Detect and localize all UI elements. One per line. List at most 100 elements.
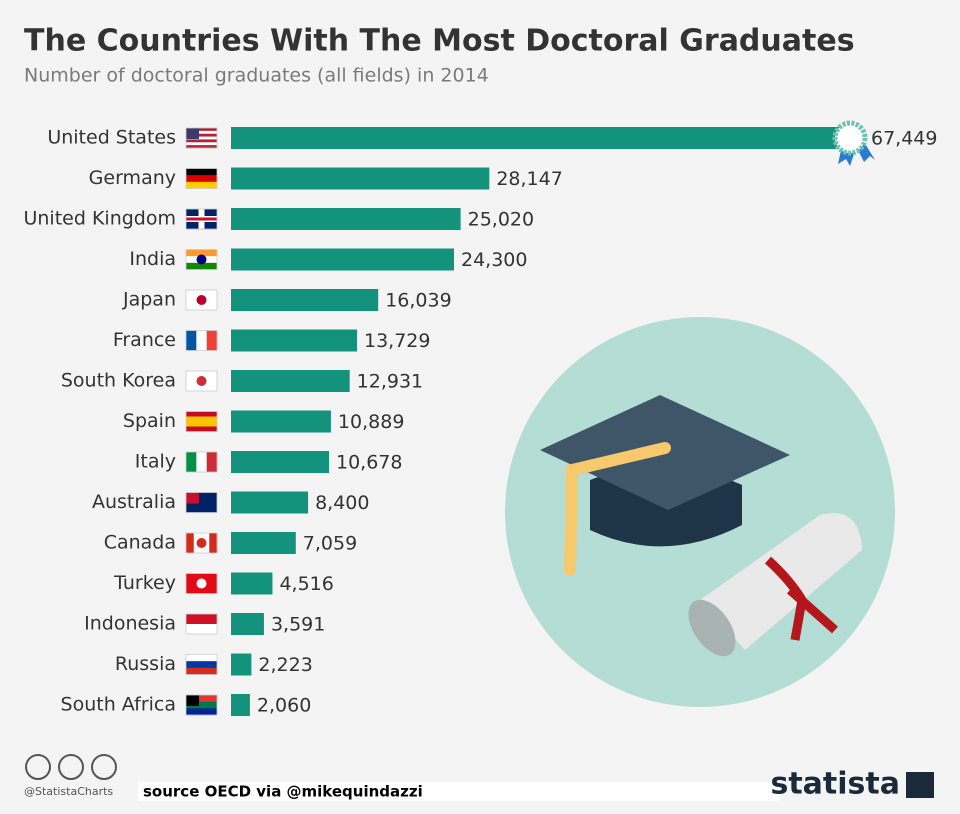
footer-handle: @StatistaCharts: [24, 785, 113, 798]
flag-border: [185, 127, 218, 149]
flag: [185, 573, 218, 594]
bar: [231, 127, 850, 149]
flag-stripe: [186, 416, 217, 422]
value-label: 8,400: [315, 492, 369, 514]
flag-canton: [186, 695, 199, 706]
bar: [231, 370, 350, 392]
value-label: 2,223: [258, 654, 312, 676]
flag-stripe: [186, 452, 197, 472]
flag-stripe: [186, 695, 217, 702]
bar: [231, 451, 329, 473]
flag-stripe: [186, 330, 197, 351]
flag-stripe: [186, 181, 217, 189]
flag-border: [185, 694, 218, 716]
bar: [231, 694, 250, 716]
category-label: Australia: [92, 491, 176, 513]
category-label: Indonesia: [84, 613, 176, 635]
value-label: 16,039: [385, 290, 451, 312]
flag: [185, 370, 218, 392]
flag-stripe: [186, 421, 217, 427]
flag-emblem: [196, 578, 207, 589]
flag-stripe: [186, 654, 217, 662]
flag-stripe: [186, 175, 217, 183]
flag: [185, 451, 218, 473]
chart-title: The Countries With The Most Doctoral Gra…: [24, 24, 855, 59]
flag-border: [185, 208, 218, 230]
bar: [231, 491, 309, 514]
flag-border: [185, 289, 218, 311]
category-label: South Korea: [61, 370, 176, 392]
flag-stripe: [186, 614, 217, 625]
flag: [185, 654, 218, 675]
value-label: 25,020: [468, 209, 534, 231]
category-label: Germany: [89, 167, 176, 189]
flag-stripe: [186, 145, 217, 149]
flag-emblem: [196, 295, 207, 305]
flag-stripe: [206, 452, 218, 472]
flag-stripe: [186, 142, 217, 146]
flag: [185, 249, 218, 270]
flag-stripe: [186, 533, 195, 553]
category-label: Russia: [115, 653, 176, 675]
category-label: Turkey: [113, 572, 176, 594]
flag-stripe: [186, 667, 217, 675]
category-label: South Africa: [61, 694, 176, 716]
category-label: Italy: [135, 451, 176, 473]
flag-stripe: [186, 708, 217, 716]
flag-emblem: [196, 376, 207, 386]
brand-logo: statista: [770, 767, 900, 802]
category-label: United Kingdom: [23, 208, 176, 230]
bar: [231, 532, 296, 554]
category-label: India: [129, 248, 176, 270]
category-label: Canada: [104, 532, 176, 554]
flag-border: [185, 532, 218, 554]
flag: [185, 208, 218, 230]
flag-border: [185, 654, 218, 675]
flag-stripe: [196, 330, 207, 351]
flag-stripe: [186, 139, 217, 143]
flag-stripe: [186, 249, 217, 257]
flag: [185, 532, 218, 554]
flag-stripe: [206, 330, 218, 351]
flag: [185, 411, 218, 432]
bar: [231, 613, 264, 635]
flag-stripe: [186, 128, 217, 132]
flag: [185, 492, 218, 513]
flag-stripe: [186, 168, 217, 176]
bar: [231, 289, 379, 311]
flag-stripe: [186, 136, 217, 140]
flag-stripe: [186, 262, 217, 270]
flag-border: [185, 492, 218, 513]
bar: [231, 208, 461, 230]
illustration: [505, 317, 895, 707]
value-label: 2,060: [257, 695, 311, 717]
flag-stripe: [186, 130, 217, 135]
flag: [185, 330, 218, 351]
flag-border: [185, 613, 218, 635]
flag-border: [185, 573, 218, 594]
flag: [185, 613, 218, 635]
bar: [231, 329, 357, 352]
footer-source: source OECD via @mikequindazzi: [143, 783, 423, 801]
category-label: Spain: [123, 410, 176, 432]
flag-canton: [186, 492, 199, 504]
category-label: France: [113, 329, 176, 351]
category-label: United States: [47, 127, 176, 149]
value-label: 3,591: [271, 614, 325, 636]
footer: [25, 754, 780, 801]
flag-stripe: [186, 624, 217, 635]
bar: [231, 248, 455, 271]
bar: [231, 653, 252, 676]
value-label: 10,678: [336, 452, 402, 474]
flag-cross: [186, 217, 217, 221]
flag-border: [185, 451, 218, 473]
flag-border: [185, 411, 218, 432]
category-label: Japan: [122, 289, 176, 311]
flag: [185, 289, 218, 311]
flag: [185, 168, 218, 189]
value-label: 10,889: [338, 411, 404, 433]
flag-emblem: [196, 254, 207, 265]
flag: [185, 694, 218, 716]
